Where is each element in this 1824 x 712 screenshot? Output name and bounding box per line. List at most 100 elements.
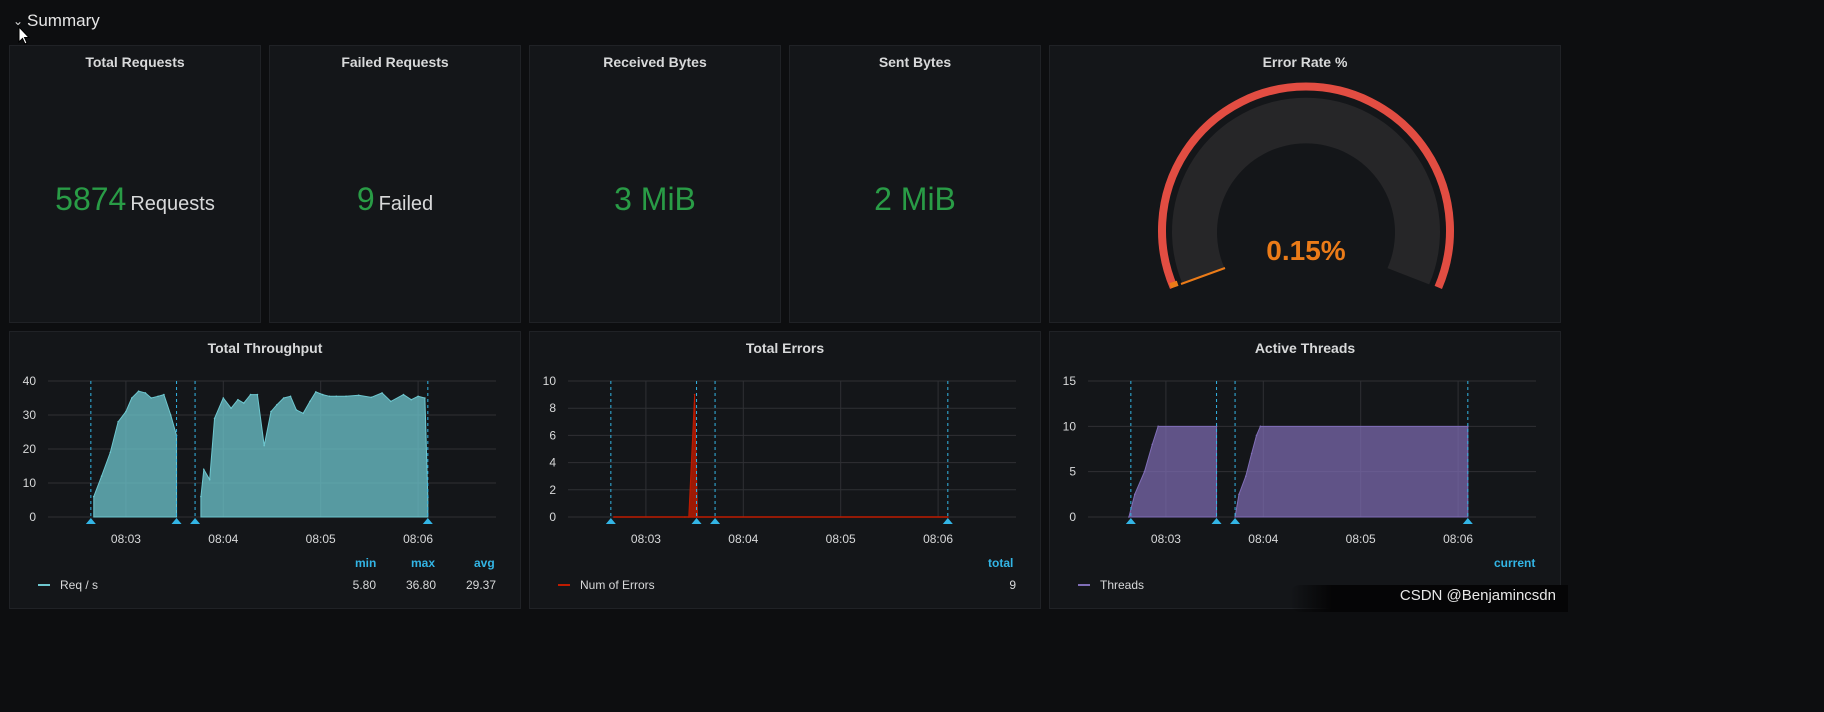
stat-value: 3 MiB xyxy=(530,181,780,218)
legend-series-label: Req / s xyxy=(60,578,99,592)
data-point xyxy=(263,444,266,447)
y-tick-label: 30 xyxy=(23,408,37,422)
legend-header-min[interactable]: min xyxy=(355,556,377,570)
data-point xyxy=(302,412,304,415)
data-point xyxy=(370,396,373,399)
data-point xyxy=(237,398,239,401)
data-point xyxy=(203,468,205,471)
legend-header-avg[interactable]: avg xyxy=(474,556,495,570)
annotation-marker-icon xyxy=(942,518,953,524)
y-tick-label: 10 xyxy=(23,476,37,490)
annotation-marker-icon xyxy=(1462,518,1473,524)
y-tick-label: 4 xyxy=(549,456,556,470)
legend-series[interactable]: Threads xyxy=(1078,578,1144,592)
y-tick-label: 5 xyxy=(1069,465,1076,479)
data-point xyxy=(1238,493,1240,496)
data-point xyxy=(144,392,147,394)
panel-total-requests[interactable]: Total Requests 5874 Requests xyxy=(9,45,261,323)
y-tick-label: 40 xyxy=(23,374,37,388)
panel-sent-bytes[interactable]: Sent Bytes 2 MiB xyxy=(789,45,1041,323)
data-point xyxy=(222,397,225,399)
data-point xyxy=(424,397,426,399)
stat-number: 2 MiB xyxy=(874,181,956,217)
data-point xyxy=(381,392,383,394)
annotation-marker-icon xyxy=(710,518,721,524)
data-point xyxy=(345,395,347,398)
row-title[interactable]: Summary xyxy=(27,11,100,30)
panel-error-rate[interactable]: Error Rate % 0.15% xyxy=(1049,45,1561,323)
panel-active-threads[interactable]: Active Threads 0 5 10 15 08:03 08:04 08:05 08:0… xyxy=(1049,331,1561,609)
panel-received-bytes[interactable]: Received Bytes 3 MiB xyxy=(529,45,781,323)
data-point xyxy=(276,404,278,406)
legend-value-max: 36.80 xyxy=(405,578,436,592)
series-area xyxy=(1234,425,1469,518)
data-point xyxy=(390,400,392,403)
x-tick-label: 08:05 xyxy=(1346,532,1376,546)
watermark: CSDN @Benjamincsdn xyxy=(1399,587,1556,604)
data-point xyxy=(117,421,119,423)
annotation-marker-icon xyxy=(691,518,702,524)
data-point xyxy=(1151,443,1154,446)
legend-series-label: Num of Errors xyxy=(580,578,655,592)
data-point xyxy=(230,407,232,409)
panel-title[interactable]: Error Rate % xyxy=(1262,54,1348,70)
panel-title[interactable]: Total Throughput xyxy=(207,340,323,356)
throughput-chart[interactable]: 0 10 20 30 40 08:03 08:04 08:05 08:06 xyxy=(10,332,522,547)
x-tick-label: 08:06 xyxy=(1443,532,1473,546)
legend-value-total: 9 xyxy=(1009,578,1016,592)
y-tick-label: 20 xyxy=(23,442,37,456)
panel-title[interactable]: Total Requests xyxy=(85,54,185,70)
data-point xyxy=(249,393,252,396)
data-point xyxy=(1255,434,1258,437)
data-point xyxy=(1234,516,1236,518)
legend-swatch xyxy=(1078,584,1090,586)
data-point xyxy=(213,417,216,420)
legend-swatch xyxy=(38,584,50,586)
stat-number: 5874 xyxy=(55,181,127,217)
panel-title[interactable]: Total Errors xyxy=(745,340,825,356)
legend-series[interactable]: Num of Errors xyxy=(558,578,655,592)
error-rate-gauge: 0.15% xyxy=(1158,82,1454,289)
x-tick-label: 08:06 xyxy=(403,532,433,546)
stat-value: 5874 Requests xyxy=(10,181,260,218)
panel-total-throughput[interactable]: Total Throughput 0 10 20 30 40 08:03 08:04 08:0… xyxy=(9,331,521,609)
legend-series[interactable]: Req / s xyxy=(38,578,98,592)
y-tick-label: 6 xyxy=(549,428,556,442)
y-tick-label: 10 xyxy=(543,374,557,388)
panel-title[interactable]: Active Threads xyxy=(1254,340,1356,356)
stat-unit: Requests xyxy=(130,193,215,215)
errors-chart[interactable]: 0 2 4 6 8 10 08:03 08:04 08:05 08:06 xyxy=(530,332,1042,547)
panel-title[interactable]: Received Bytes xyxy=(603,54,707,70)
annotation-marker-icon xyxy=(1230,518,1241,524)
y-tick-label: 2 xyxy=(549,483,556,497)
data-point xyxy=(137,390,140,392)
threads-chart[interactable]: 0 5 10 15 08:03 08:04 08:05 08:06 xyxy=(1050,332,1562,547)
data-point xyxy=(1133,493,1136,496)
redaction-smudge xyxy=(1290,585,1568,612)
row-header-summary[interactable]: ⌄ Summary xyxy=(0,0,1568,42)
panel-title[interactable]: Sent Bytes xyxy=(878,54,952,70)
annotation-marker-icon xyxy=(190,518,201,524)
x-tick-label: 08:03 xyxy=(111,532,141,546)
panel-title[interactable]: Failed Requests xyxy=(341,54,449,70)
series-area xyxy=(613,394,948,518)
annotation-marker-icon xyxy=(605,518,616,524)
data-point xyxy=(100,475,103,477)
panel-failed-requests[interactable]: Failed Requests 9 Failed xyxy=(269,45,521,323)
legend-header-current[interactable]: current xyxy=(1494,556,1536,570)
chevron-down-icon[interactable]: ⌄ xyxy=(13,14,24,28)
x-tick-label: 08:05 xyxy=(306,532,336,546)
data-point xyxy=(335,395,338,398)
x-tick-label: 08:03 xyxy=(1151,532,1181,546)
legend-header-max[interactable]: max xyxy=(411,556,436,570)
data-point xyxy=(1250,452,1253,455)
legend-header-total[interactable]: total xyxy=(988,556,1014,570)
stat-number: 9 xyxy=(356,181,375,217)
panel-total-errors[interactable]: Total Errors 0 2 4 6 8 10 08:03 08:04 08:05 08:06… xyxy=(529,331,1041,609)
mouse-cursor-icon xyxy=(18,26,31,45)
data-point xyxy=(200,495,202,498)
data-point xyxy=(92,495,95,498)
gauge-value: 0.15% xyxy=(1266,235,1345,266)
legend-value-min: 5.80 xyxy=(352,578,376,592)
data-point xyxy=(1143,470,1146,473)
